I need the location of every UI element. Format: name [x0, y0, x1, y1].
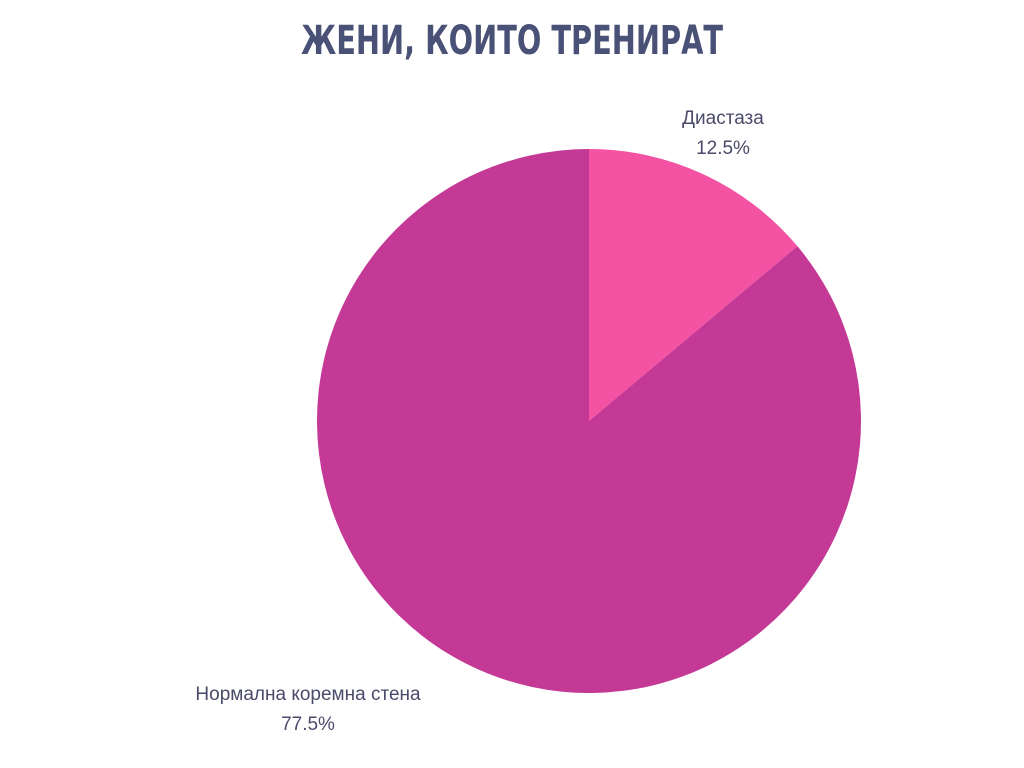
pie-labels: Диастаза 12.5% Нормална коремна стена 77…: [195, 108, 764, 735]
pie-slice-1: [316, 149, 861, 693]
slice-label-normal-wall: Нормална коремна стена: [195, 684, 421, 705]
pie-slice-0: [589, 149, 798, 421]
slice-value-diastasis: 12.5%: [696, 138, 750, 159]
slice-label-diastasis: Диастаза: [682, 108, 764, 129]
pie-slices: [316, 149, 861, 693]
chart-title: ЖЕНИ, КОИТО ТРЕНИРАТ: [300, 18, 724, 64]
slice-value-normal-wall: 77.5%: [281, 714, 335, 735]
